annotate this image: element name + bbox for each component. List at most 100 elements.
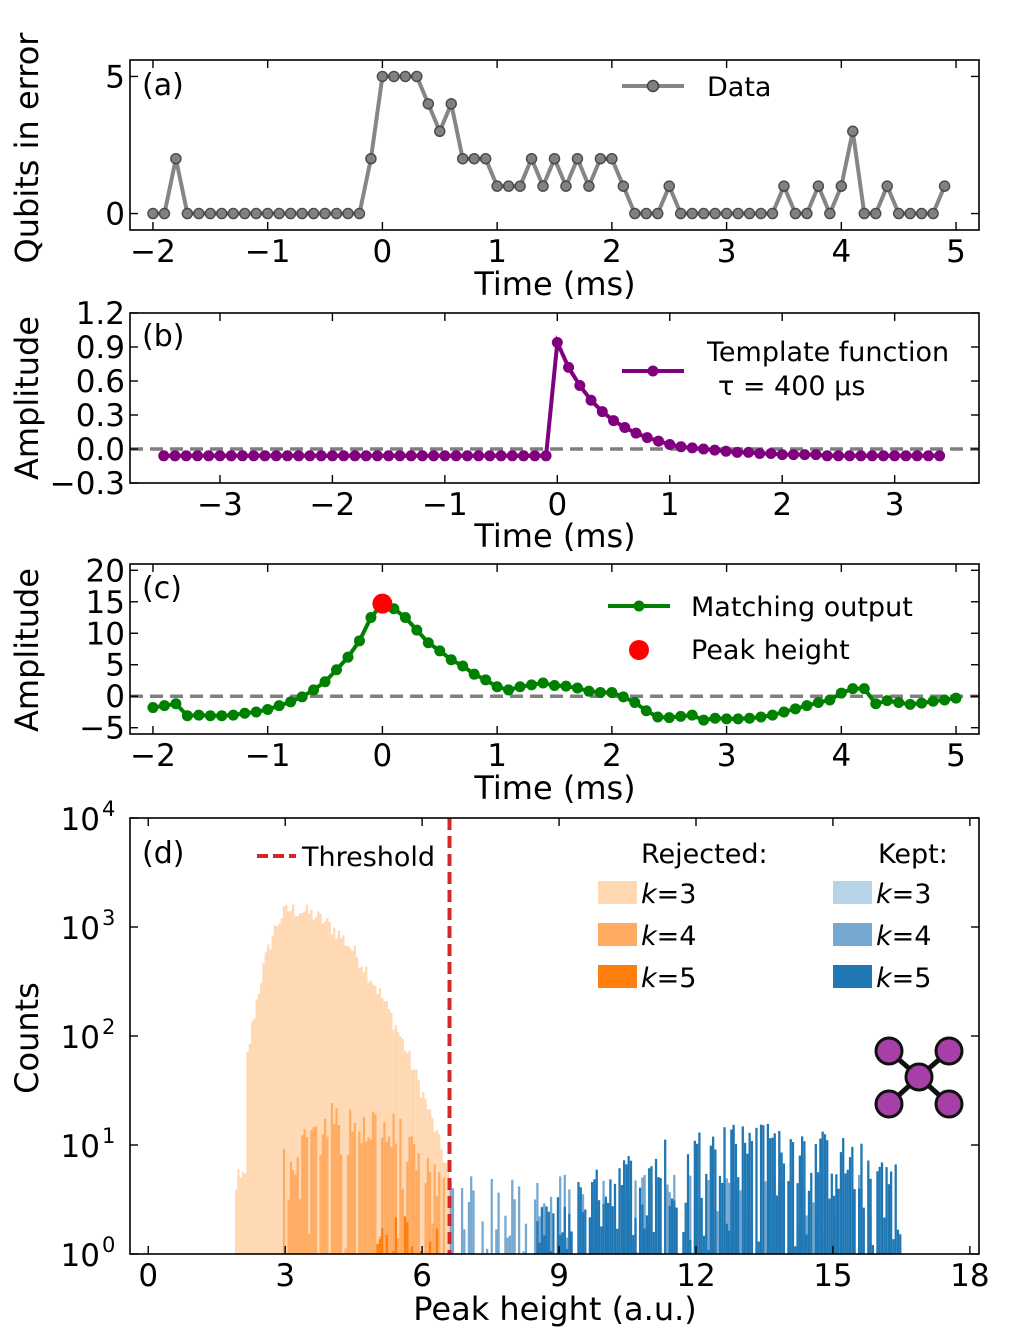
data-point (866, 450, 878, 462)
histogram-bar (880, 1162, 884, 1254)
histogram-bar (497, 1192, 500, 1254)
histogram-bar (600, 1226, 603, 1254)
panel-a: −2 −1 0 1 2 3 4 5 0 5 (a) Time (ms) Qubits in err… (8, 32, 980, 303)
histogram-bar (894, 1164, 897, 1254)
x-tick-label: 6 (412, 1258, 432, 1294)
data-point (663, 712, 675, 724)
y-tick-label: 5 (105, 59, 125, 95)
data-point (158, 700, 170, 712)
histogram-bar (627, 1156, 630, 1254)
histogram-bar (296, 916, 299, 1254)
histogram-bar (853, 1189, 856, 1254)
histogram-bar (652, 1232, 655, 1254)
histogram-bar (540, 1207, 544, 1254)
panel-b-ticks: −3 −2 −1 0 1 2 3 −0.30.00.30.60.91.2 (50, 296, 979, 523)
data-point (399, 70, 412, 83)
histogram-bar (718, 1175, 722, 1254)
data-point (922, 450, 934, 462)
histogram-bar (271, 935, 274, 1254)
data-point (514, 180, 526, 192)
histogram-bar (675, 1207, 678, 1254)
data-point (858, 683, 870, 695)
histogram-bar (588, 1217, 592, 1254)
histogram-bar (451, 1188, 455, 1254)
data-point (304, 450, 316, 462)
panel-b-template-series (158, 334, 946, 462)
data-point (810, 449, 822, 461)
panel-a-ticks: −2 −1 0 1 2 3 4 5 0 5 (105, 59, 979, 270)
data-point (262, 703, 274, 715)
histogram-bar (579, 1187, 582, 1254)
data-point (180, 450, 192, 462)
histogram-bar (549, 1251, 553, 1254)
histogram-bar (549, 1196, 553, 1254)
histogram-bar (839, 1152, 843, 1254)
histogram-bar (349, 948, 352, 1254)
histogram-bar (381, 1228, 384, 1254)
histogram-bar (381, 997, 384, 1254)
data-point (847, 125, 859, 138)
histogram-bar (486, 1248, 489, 1254)
data-point (170, 152, 182, 165)
data-point (434, 645, 446, 657)
x-tick-label: 3 (717, 234, 737, 270)
histogram-bar (376, 1244, 379, 1254)
panel-a-legend: Data (622, 72, 771, 103)
histogram-bar (723, 1127, 726, 1254)
data-point (445, 654, 457, 666)
histogram-bar (650, 1166, 653, 1254)
histogram-bar (743, 1142, 747, 1254)
histogram-bar (387, 1136, 391, 1254)
data-point (606, 152, 618, 165)
data-point (675, 710, 687, 722)
histogram-bar (415, 1069, 418, 1254)
data-point (468, 152, 480, 165)
histogram-bar (337, 930, 340, 1254)
histogram-bar (406, 1222, 409, 1254)
data-point (204, 710, 216, 722)
data-point (742, 446, 754, 458)
data-point (583, 180, 595, 192)
histogram-bar (323, 921, 327, 1254)
x-tick-label: 9 (549, 1258, 569, 1294)
data-point (776, 449, 788, 461)
histogram-bar (693, 1140, 696, 1254)
data-point (365, 152, 377, 165)
data-point (731, 446, 743, 458)
histogram-bar (832, 1195, 836, 1254)
histogram-bar (645, 1215, 649, 1254)
data-point (870, 698, 882, 710)
histogram-bar (292, 1170, 295, 1254)
data-point (674, 207, 687, 220)
histogram-bar (668, 1205, 671, 1254)
legend-data-label: Data (707, 72, 771, 103)
data-point (686, 709, 698, 721)
data-point (502, 180, 515, 192)
histogram-bar (732, 1124, 735, 1254)
histogram-bar (851, 1146, 854, 1254)
legend-peak-marker (629, 640, 649, 660)
data-point (181, 710, 193, 722)
data-point (787, 449, 799, 461)
histogram-bar (796, 1183, 799, 1254)
x-tick-label: 3 (717, 738, 737, 774)
histogram-bar (700, 1197, 703, 1254)
histogram-bar (538, 1216, 541, 1254)
histogram-bar (248, 1043, 251, 1254)
data-point (720, 445, 732, 457)
histogram-bar (892, 1239, 895, 1254)
data-point (158, 450, 170, 462)
histogram-bar (351, 1131, 354, 1254)
histogram-bar (552, 1213, 555, 1254)
data-point (416, 450, 428, 462)
device-icon (874, 1036, 964, 1119)
y-tick-label: 1.2 (76, 296, 125, 332)
histogram-bar (570, 1231, 573, 1254)
histogram-bar (848, 1157, 852, 1254)
x-tick-label: 1 (487, 738, 507, 774)
data-point (445, 98, 457, 110)
histogram-bar (385, 1235, 388, 1254)
histogram-bar (835, 1174, 838, 1254)
histogram-bar (716, 1211, 719, 1254)
panel-c-legend: Matching output Peak height (608, 592, 913, 666)
